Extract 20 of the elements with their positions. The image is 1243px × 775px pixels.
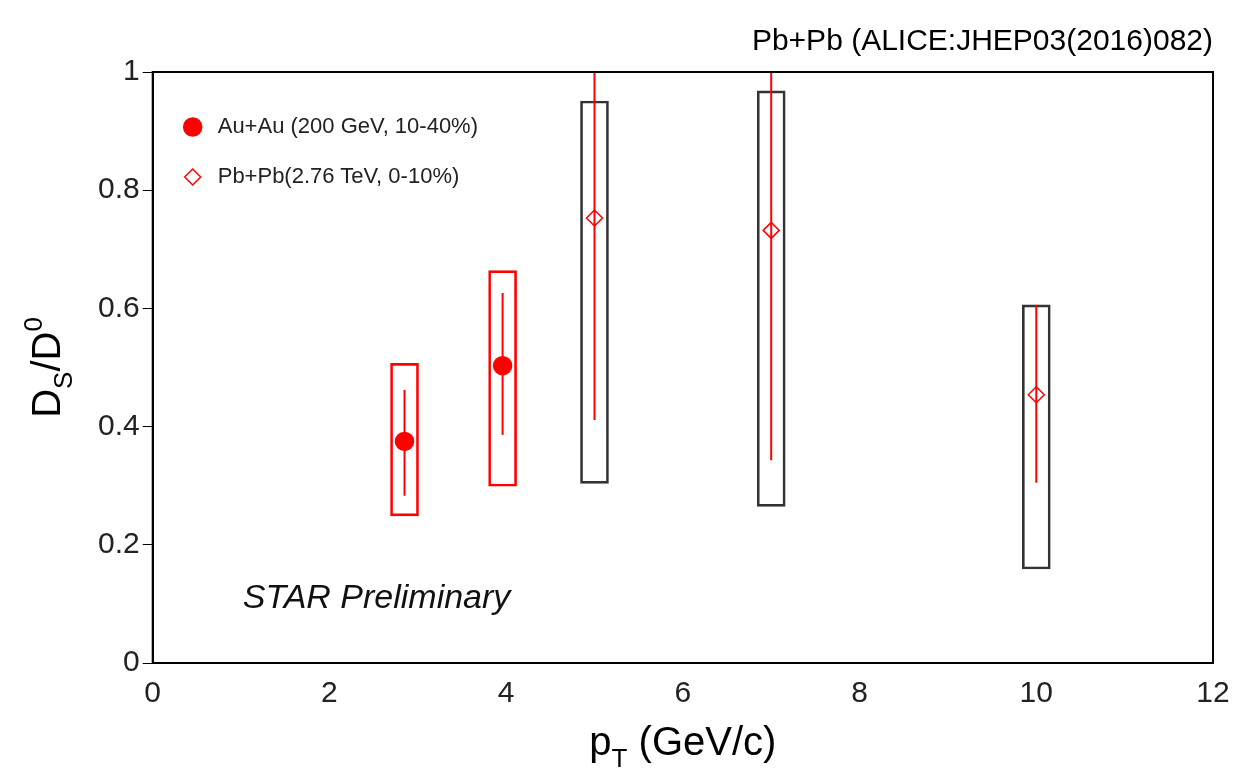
legend-label: Au+Au (200 GeV, 10-40%) [217, 113, 479, 139]
legend-label: Pb+Pb(2.76 TeV, 0-10%) [217, 163, 460, 189]
y-tick-label: 0.8 [97, 171, 140, 205]
x-tick-label: 8 [851, 675, 868, 709]
x-tick-label: 6 [674, 675, 692, 709]
x-tick-label: 10 [1019, 675, 1053, 709]
y-tick-label: 0 [123, 644, 140, 678]
x-tick-label: 12 [1196, 675, 1230, 709]
x-tick-label: 0 [144, 675, 162, 709]
x-tick-label: 4 [497, 675, 515, 709]
y-tick-label: 0.2 [97, 526, 140, 560]
bar [488, 270, 517, 487]
y-tick-label: 0.6 [97, 289, 140, 323]
chart-title: Pb+Pb (ALICE:JHEP03(2016)082) [751, 23, 1213, 57]
annotation: STAR Preliminary [242, 577, 513, 615]
bar [390, 363, 419, 517]
y-tick-label: 0.4 [97, 407, 140, 441]
y-axis-title: DS/D0 [18, 317, 78, 418]
x-tick-label: 2 [321, 675, 338, 709]
y-tick-label: 1 [123, 53, 140, 87]
